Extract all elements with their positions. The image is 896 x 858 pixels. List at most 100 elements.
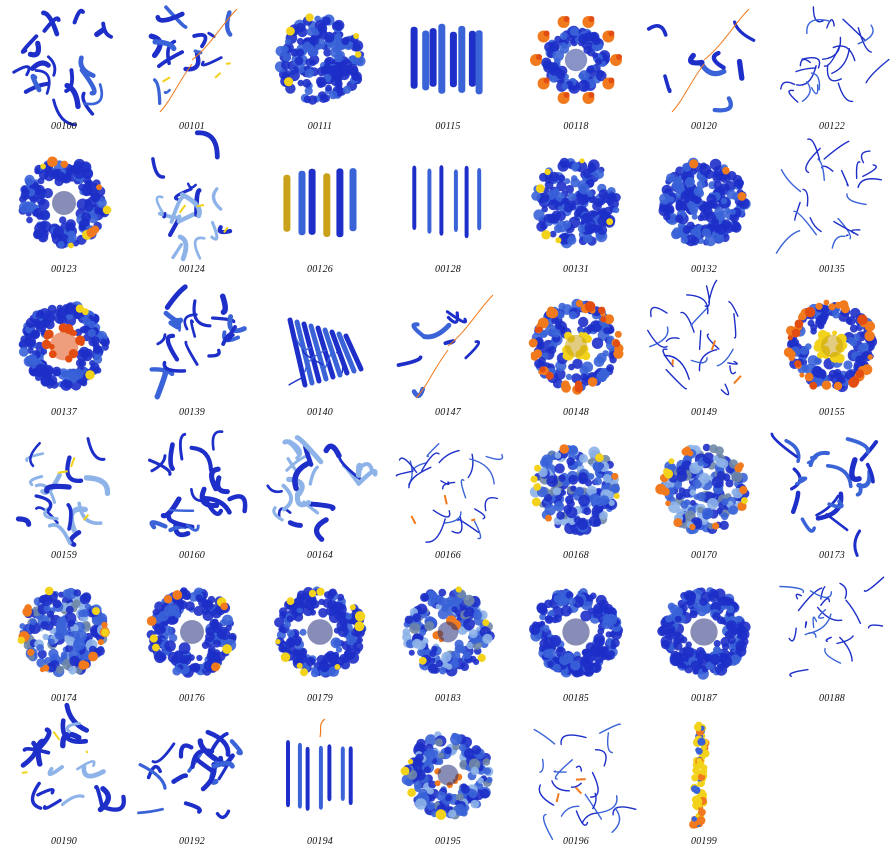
protein-id-label: 00188	[819, 693, 845, 704]
protein-structure-image	[529, 588, 624, 678]
protein-tile: 00126	[256, 143, 384, 286]
protein-id-label: 00190	[51, 836, 77, 847]
protein-structure-image	[149, 284, 247, 400]
protein-tile: 00159	[0, 429, 128, 572]
protein-tile: 00128	[384, 143, 512, 286]
protein-id-label: 00196	[563, 836, 589, 847]
protein-tile: 00176	[128, 572, 256, 715]
protein-structure-image	[283, 168, 357, 238]
protein-id-label: 00126	[307, 264, 333, 275]
protein-tile: 00124	[128, 130, 256, 286]
protein-tile: 00118	[512, 0, 640, 143]
protein-structure-image	[148, 430, 248, 538]
protein-id-label: 00174	[51, 693, 77, 704]
protein-tile: 00196	[512, 715, 640, 858]
protein-structure-image	[657, 587, 751, 680]
protein-id-label: 00187	[691, 693, 717, 704]
protein-structure-image	[18, 301, 110, 391]
protein-tile: 00179	[256, 572, 384, 715]
protein-structure-image	[148, 5, 238, 113]
protein-id-label: 00140	[307, 407, 333, 418]
protein-id-label: 00149	[691, 407, 717, 418]
protein-structure-image	[533, 723, 637, 840]
protein-structure-image	[18, 156, 112, 249]
protein-structure-image	[151, 130, 233, 262]
protein-id-label: 00101	[179, 121, 205, 132]
protein-tile: 00140	[256, 286, 384, 429]
protein-structure-image	[780, 6, 890, 103]
protein-id-label: 00135	[819, 264, 845, 275]
protein-structure-image	[137, 729, 243, 819]
protein-id-label: 00111	[307, 121, 333, 132]
protein-id-label: 00195	[435, 836, 461, 847]
protein-tile: 00199	[640, 715, 768, 858]
protein-id-label: 00137	[51, 407, 77, 418]
protein-tile: 00194	[256, 715, 384, 858]
protein-tile: 00100	[0, 0, 128, 143]
protein-structure-image	[528, 298, 624, 395]
protein-id-label: 00170	[691, 550, 717, 561]
protein-structure-image	[531, 157, 621, 249]
protein-structure-image	[396, 294, 494, 399]
protein-id-label: 00183	[435, 693, 461, 704]
protein-structure-image	[286, 718, 353, 811]
protein-structure-image	[779, 576, 885, 677]
protein-id-label: 00132	[691, 264, 717, 275]
protein-structure-image	[395, 443, 504, 543]
protein-tile: 00188	[768, 572, 896, 715]
protein-structure-image	[20, 702, 126, 813]
protein-tile: 00195	[384, 715, 512, 858]
protein-id-label: 00120	[691, 121, 717, 132]
protein-structure-image	[146, 587, 237, 678]
protein-id-label: 00139	[179, 407, 205, 418]
protein-tile: 00164	[256, 429, 384, 572]
protein-id-label: 00148	[563, 407, 589, 418]
protein-structure-image	[274, 586, 367, 678]
protein-tile: 00120	[640, 0, 768, 143]
protein-tile: 00122	[768, 0, 896, 143]
protein-tile: 00173	[768, 429, 896, 572]
protein-structure-image	[17, 586, 110, 678]
protein-id-label: 00100	[51, 121, 77, 132]
protein-tile: 00131	[512, 143, 640, 286]
protein-id-label: 00166	[435, 550, 461, 561]
protein-structure-image	[287, 317, 364, 388]
protein-id-label: 00199	[691, 836, 717, 847]
protein-tile: 00111	[256, 0, 384, 143]
protein-structure-image	[15, 437, 111, 547]
protein-structure-image	[266, 435, 378, 542]
protein-structure-image	[689, 721, 710, 829]
protein-id-label: 00118	[563, 121, 589, 132]
protein-tile: 00187	[640, 572, 768, 715]
protein-tile: 00147	[384, 286, 512, 429]
protein-tile: 00160	[128, 429, 256, 572]
protein-tile: 00149	[640, 279, 768, 429]
protein-tile: 00139	[128, 284, 256, 429]
protein-id-label: 00168	[563, 550, 589, 561]
protein-id-label: 00159	[51, 550, 77, 561]
protein-id-label: 00194	[307, 836, 333, 847]
protein-tile: 00185	[512, 572, 640, 715]
protein-id-label: 00131	[563, 264, 589, 275]
protein-structure-image	[12, 8, 113, 127]
protein-structure-image	[646, 8, 756, 113]
protein-id-label: 00147	[435, 407, 461, 418]
protein-id-label: 00173	[819, 550, 845, 561]
protein-tile: 00137	[0, 286, 128, 429]
protein-id-label: 00160	[179, 550, 205, 561]
protein-structure-image	[402, 586, 495, 677]
protein-id-label: 00192	[179, 836, 205, 847]
protein-structure-image	[400, 731, 494, 820]
protein-tile: 00192	[128, 715, 256, 858]
protein-tile: 00123	[0, 143, 128, 286]
protein-tile: 00174	[0, 572, 128, 715]
protein-tile: 00115	[384, 0, 512, 143]
protein-tile: 00132	[640, 143, 768, 286]
protein-tile: 00190	[0, 702, 128, 858]
protein-tile: 00166	[384, 429, 512, 572]
protein-tile: 00148	[512, 286, 640, 429]
protein-tile: 00135	[768, 138, 896, 286]
protein-id-label: 00185	[563, 693, 589, 704]
protein-structure-image	[647, 279, 742, 396]
